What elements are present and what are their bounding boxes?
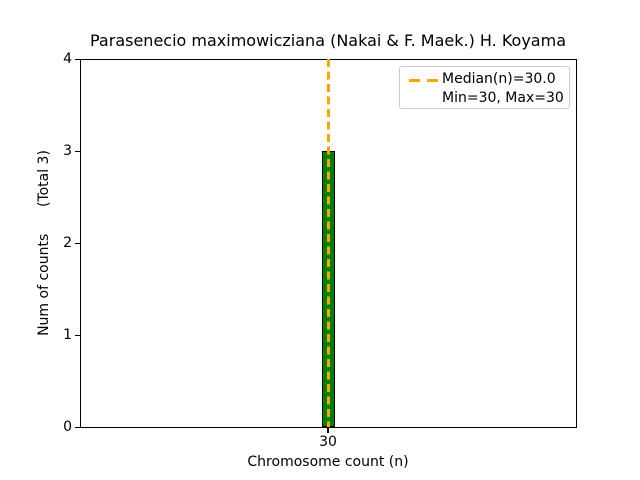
legend-entry-median: Median(n)=30.0 [442,71,556,87]
y-tick-mark [75,426,80,428]
y-tick-mark [75,58,80,60]
y-tick-mark [75,242,80,244]
legend-entry-minmax: Min=30, Max=30 [442,90,564,106]
y-tick-label: 4 [63,51,72,67]
x-axis-label: Chromosome count (n) [247,454,409,470]
chart-title: Parasenecio maximowicziana (Nakai & F. M… [90,31,566,50]
y-tick-mark [75,334,80,336]
y-tick-label: 0 [63,419,72,435]
y-tick-label: 3 [63,143,72,159]
y-axis-label: Num of counts (Total 3) [36,150,52,336]
legend: Median(n)=30.0 Min=30, Max=30 [399,66,570,109]
median-dashed-line [326,59,330,427]
y-tick-mark [75,150,80,152]
y-tick-label: 2 [63,235,72,251]
x-tick-mark [327,428,329,433]
median-line-swatch-icon [409,79,439,82]
x-tick-label: 30 [319,434,337,450]
y-tick-label: 1 [63,327,72,343]
